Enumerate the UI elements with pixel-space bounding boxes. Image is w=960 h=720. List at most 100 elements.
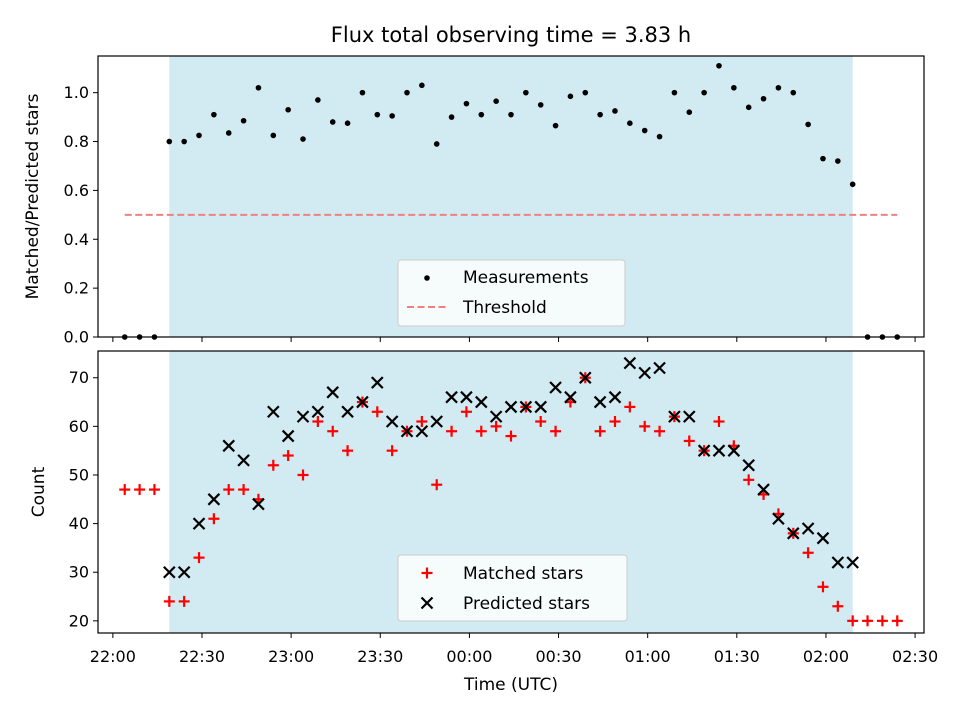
predicted-star-point bbox=[356, 395, 369, 409]
predicted-star-point bbox=[267, 405, 280, 419]
measurement-point bbox=[285, 106, 291, 113]
predicted-star-point bbox=[564, 390, 577, 404]
predicted-star-point bbox=[831, 556, 845, 569]
ratio-y-tick-label: 0.2 bbox=[64, 279, 89, 298]
matched-star-point bbox=[119, 484, 131, 496]
predicted-star-point bbox=[727, 444, 741, 457]
predicted-star-point bbox=[311, 405, 325, 419]
x-tick-label: 02:30 bbox=[892, 647, 938, 666]
measurement-point bbox=[775, 84, 782, 91]
predicted-star-point bbox=[475, 395, 488, 409]
measurement-point bbox=[820, 155, 826, 162]
matched-star-point bbox=[148, 484, 160, 496]
predicted-star-point bbox=[623, 356, 637, 370]
x-tick-label: 02:00 bbox=[803, 647, 849, 666]
matched-star-point bbox=[178, 595, 190, 607]
measurement-point bbox=[835, 158, 841, 164]
count-panel: 20 30 40 50 60 70 22:00 22:30 23:00 23:30 00:00 00… bbox=[29, 350, 938, 695]
predicted-star-point bbox=[341, 405, 354, 419]
ratio-x-ticks bbox=[112, 337, 916, 342]
matched-star-point bbox=[594, 425, 606, 437]
ratio-y-tick-label: 0.4 bbox=[64, 230, 89, 249]
matched-star-point bbox=[847, 615, 859, 627]
measurement-point bbox=[463, 100, 470, 107]
predicted-star-point bbox=[415, 424, 429, 438]
matched-star-point bbox=[802, 547, 814, 559]
legend-matched-label: Matched stars bbox=[463, 564, 583, 584]
measurement-point bbox=[760, 95, 767, 102]
legend-threshold-label: Threshold bbox=[462, 298, 547, 318]
matched-star-point bbox=[891, 615, 903, 627]
measurement-point bbox=[597, 111, 603, 118]
matched-star-point bbox=[312, 416, 324, 427]
predicted-star-point bbox=[712, 444, 726, 457]
count-y-tick-label: 30 bbox=[69, 563, 89, 582]
ratio-legend-box bbox=[397, 259, 626, 327]
x-tick-label: 22:00 bbox=[90, 647, 136, 666]
measurement-point bbox=[745, 104, 752, 111]
matched-star-point bbox=[817, 581, 829, 593]
count-x-ticks: 22:00 22:30 23:00 23:30 00:00 00:30 01:00 01:30… bbox=[90, 633, 938, 666]
predicted-star-point bbox=[163, 565, 176, 579]
predicted-star-point bbox=[519, 400, 533, 414]
matched-star-point bbox=[282, 450, 294, 462]
measurement-point bbox=[181, 138, 187, 145]
count-y-axis-label: Count bbox=[29, 466, 49, 517]
ratio-legend: Measurements Threshold bbox=[397, 259, 626, 327]
count-y-tick-label: 60 bbox=[69, 417, 89, 436]
matched-star-point bbox=[223, 484, 235, 496]
predicted-star-point bbox=[192, 517, 206, 530]
legend-predicted-marker bbox=[420, 596, 434, 610]
matched-star-point bbox=[416, 416, 428, 427]
measurement-point bbox=[493, 98, 499, 105]
ratio-panel: 0.0 0.2 0.4 0.6 0.8 1.0 Flux total observing … bbox=[23, 23, 925, 347]
x-tick-label: 01:30 bbox=[714, 647, 760, 666]
predicted-star-point bbox=[608, 390, 622, 404]
matched-star-point bbox=[490, 420, 502, 432]
measurement-point bbox=[656, 133, 663, 140]
count-series-layer bbox=[119, 356, 903, 627]
ratio-y-ticks: 0.0 0.2 0.4 0.6 0.8 1.0 bbox=[64, 83, 98, 347]
matched-star-point bbox=[446, 425, 458, 437]
measurement-point bbox=[344, 120, 351, 126]
predicted-star-point bbox=[252, 497, 265, 511]
ratio-series-layer bbox=[121, 62, 901, 340]
predicted-star-point bbox=[400, 424, 414, 438]
matched-star-point bbox=[327, 425, 339, 437]
measurement-point bbox=[255, 84, 262, 91]
predicted-star-point bbox=[638, 366, 651, 380]
plus-marker bbox=[421, 567, 433, 579]
matched-star-point bbox=[862, 615, 874, 627]
measurement-point bbox=[211, 111, 217, 118]
legend-measurements-marker bbox=[424, 275, 430, 281]
predicted-star-point bbox=[177, 565, 191, 579]
measurement-point bbox=[790, 89, 797, 96]
predicted-star-point bbox=[371, 376, 384, 389]
matched-star-point bbox=[371, 406, 383, 418]
predicted-star-point bbox=[742, 458, 755, 472]
matched-star-point bbox=[639, 420, 651, 432]
measurement-point bbox=[537, 102, 544, 108]
measurement-point bbox=[359, 89, 366, 96]
predicted-star-point bbox=[816, 531, 830, 545]
predicted-star-point bbox=[207, 493, 221, 506]
measurement-point bbox=[641, 127, 648, 134]
measurement-point bbox=[329, 119, 336, 125]
predicted-star-point bbox=[222, 439, 236, 453]
predicted-star-point bbox=[326, 386, 340, 399]
measurement-point bbox=[523, 89, 529, 96]
ratio-y-tick-label: 0.6 bbox=[64, 181, 89, 200]
predicted-star-point bbox=[579, 371, 592, 385]
predicted-star-point bbox=[296, 410, 310, 423]
matched-star-point bbox=[134, 484, 146, 496]
predicted-star-point bbox=[430, 415, 443, 428]
chart-title: Flux total observing time = 3.83 h bbox=[331, 23, 691, 47]
predicted-star-point bbox=[549, 381, 562, 394]
ratio-axes-frame bbox=[97, 55, 925, 338]
predicted-star-point bbox=[697, 444, 711, 457]
measurement-point bbox=[240, 117, 247, 124]
count-y-tick-label: 20 bbox=[69, 611, 89, 630]
x-tick-label: 00:30 bbox=[535, 647, 581, 666]
x-tick-label: 22:30 bbox=[179, 647, 225, 666]
measurement-point bbox=[701, 89, 707, 96]
